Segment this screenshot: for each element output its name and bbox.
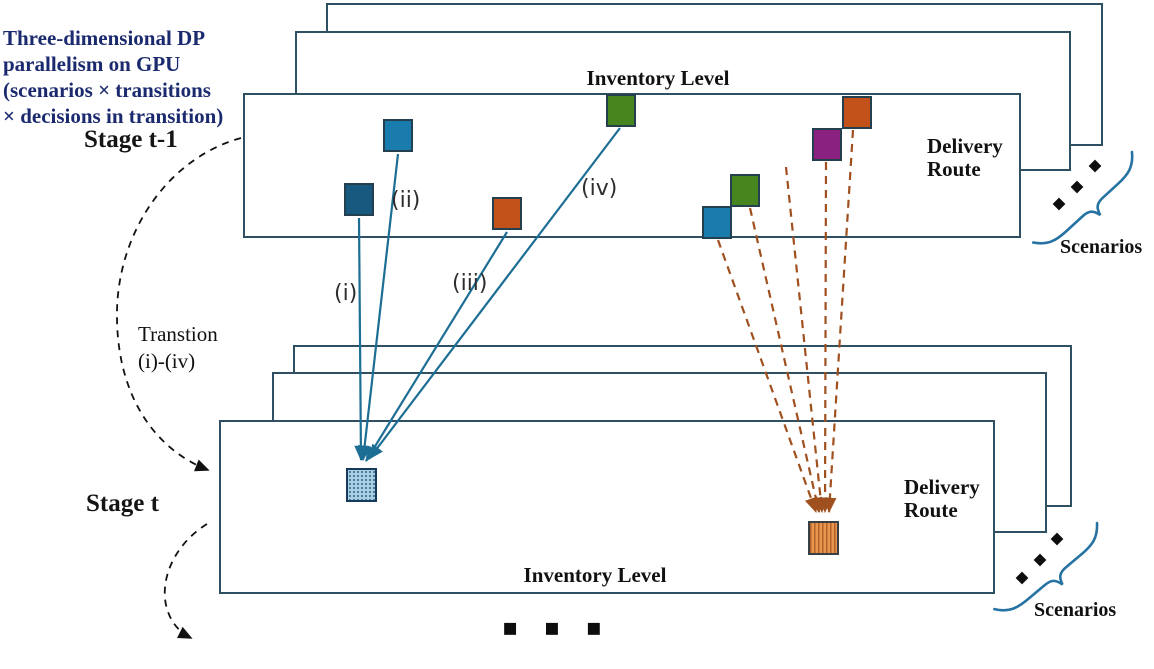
delivery-route-label-bottom: Delivery Route [904,475,980,522]
dashed-arrow-1 [716,239,818,514]
state-square-green [606,94,636,127]
inventory-level-label-top: Inventory Level [586,66,730,90]
dashed-arrow-5 [823,129,855,514]
stage-t1-label: Stage t-1 [84,126,178,153]
stage-t-panel-front [219,420,995,594]
dashed-transition-arrows [716,129,855,514]
curve-stage-t1-to-t [116,137,242,472]
title-line-4: × decisions in transition) [3,104,224,128]
scenario-dots-bottom [1015,532,1064,585]
scenarios-label-top: Scenarios [1060,236,1143,258]
state-square-orange-2 [842,96,872,129]
dashed-arrow-2 [748,207,823,514]
arrow-i [354,217,368,462]
stage-t-label: Stage t [86,490,159,517]
arrow-label-ii: (ii) [391,188,421,213]
title-block: Three-dimensional DP parallelism on GPU … [3,25,253,129]
inventory-level-label-bottom: Inventory Level [523,563,667,587]
title-line-1: Three-dimensional DP [3,26,206,50]
state-square-blue-2 [702,206,732,239]
solid-transition-arrows [354,127,621,462]
curve-stage-t-to-next [163,523,208,639]
arrow-iii [365,231,508,462]
transition-label: Transtion (i)-(iv) [138,322,218,373]
title-line-2: parallelism on GPU [3,52,181,76]
arrow-label-iv: (iv) [581,176,618,201]
arrow-iv [368,127,621,460]
scenario-dots-top [1052,159,1102,211]
dashed-arrow-4 [818,161,832,514]
stage-flow-curves [116,137,242,639]
continuation-ellipsis: ▪ ▪ ▪ [502,613,612,641]
scenarios-label-bottom: Scenarios [1034,599,1117,621]
state-square-dark-blue [344,183,374,216]
arrow-ii [358,153,400,462]
state-square-green-2 [730,174,760,207]
arrow-label-iii: (iii) [452,271,488,296]
state-square-purple [812,128,842,161]
state-square-blue [383,119,413,152]
arrow-label-i: (i) [334,281,358,306]
state-square-orange [492,197,522,230]
target-square-blue [346,468,377,502]
delivery-route-label-top: Delivery Route [927,134,1003,181]
dashed-arrow-3 [784,166,828,514]
target-square-orange [808,521,839,555]
title-line-3: (scenarios × transitions [3,78,211,102]
